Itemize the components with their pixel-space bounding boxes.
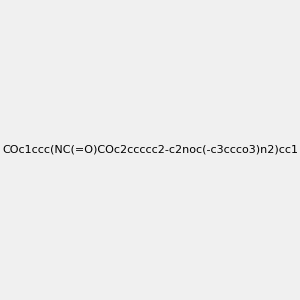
Text: COc1ccc(NC(=O)COc2ccccc2-c2noc(-c3ccco3)n2)cc1: COc1ccc(NC(=O)COc2ccccc2-c2noc(-c3ccco3)… [2, 145, 298, 155]
